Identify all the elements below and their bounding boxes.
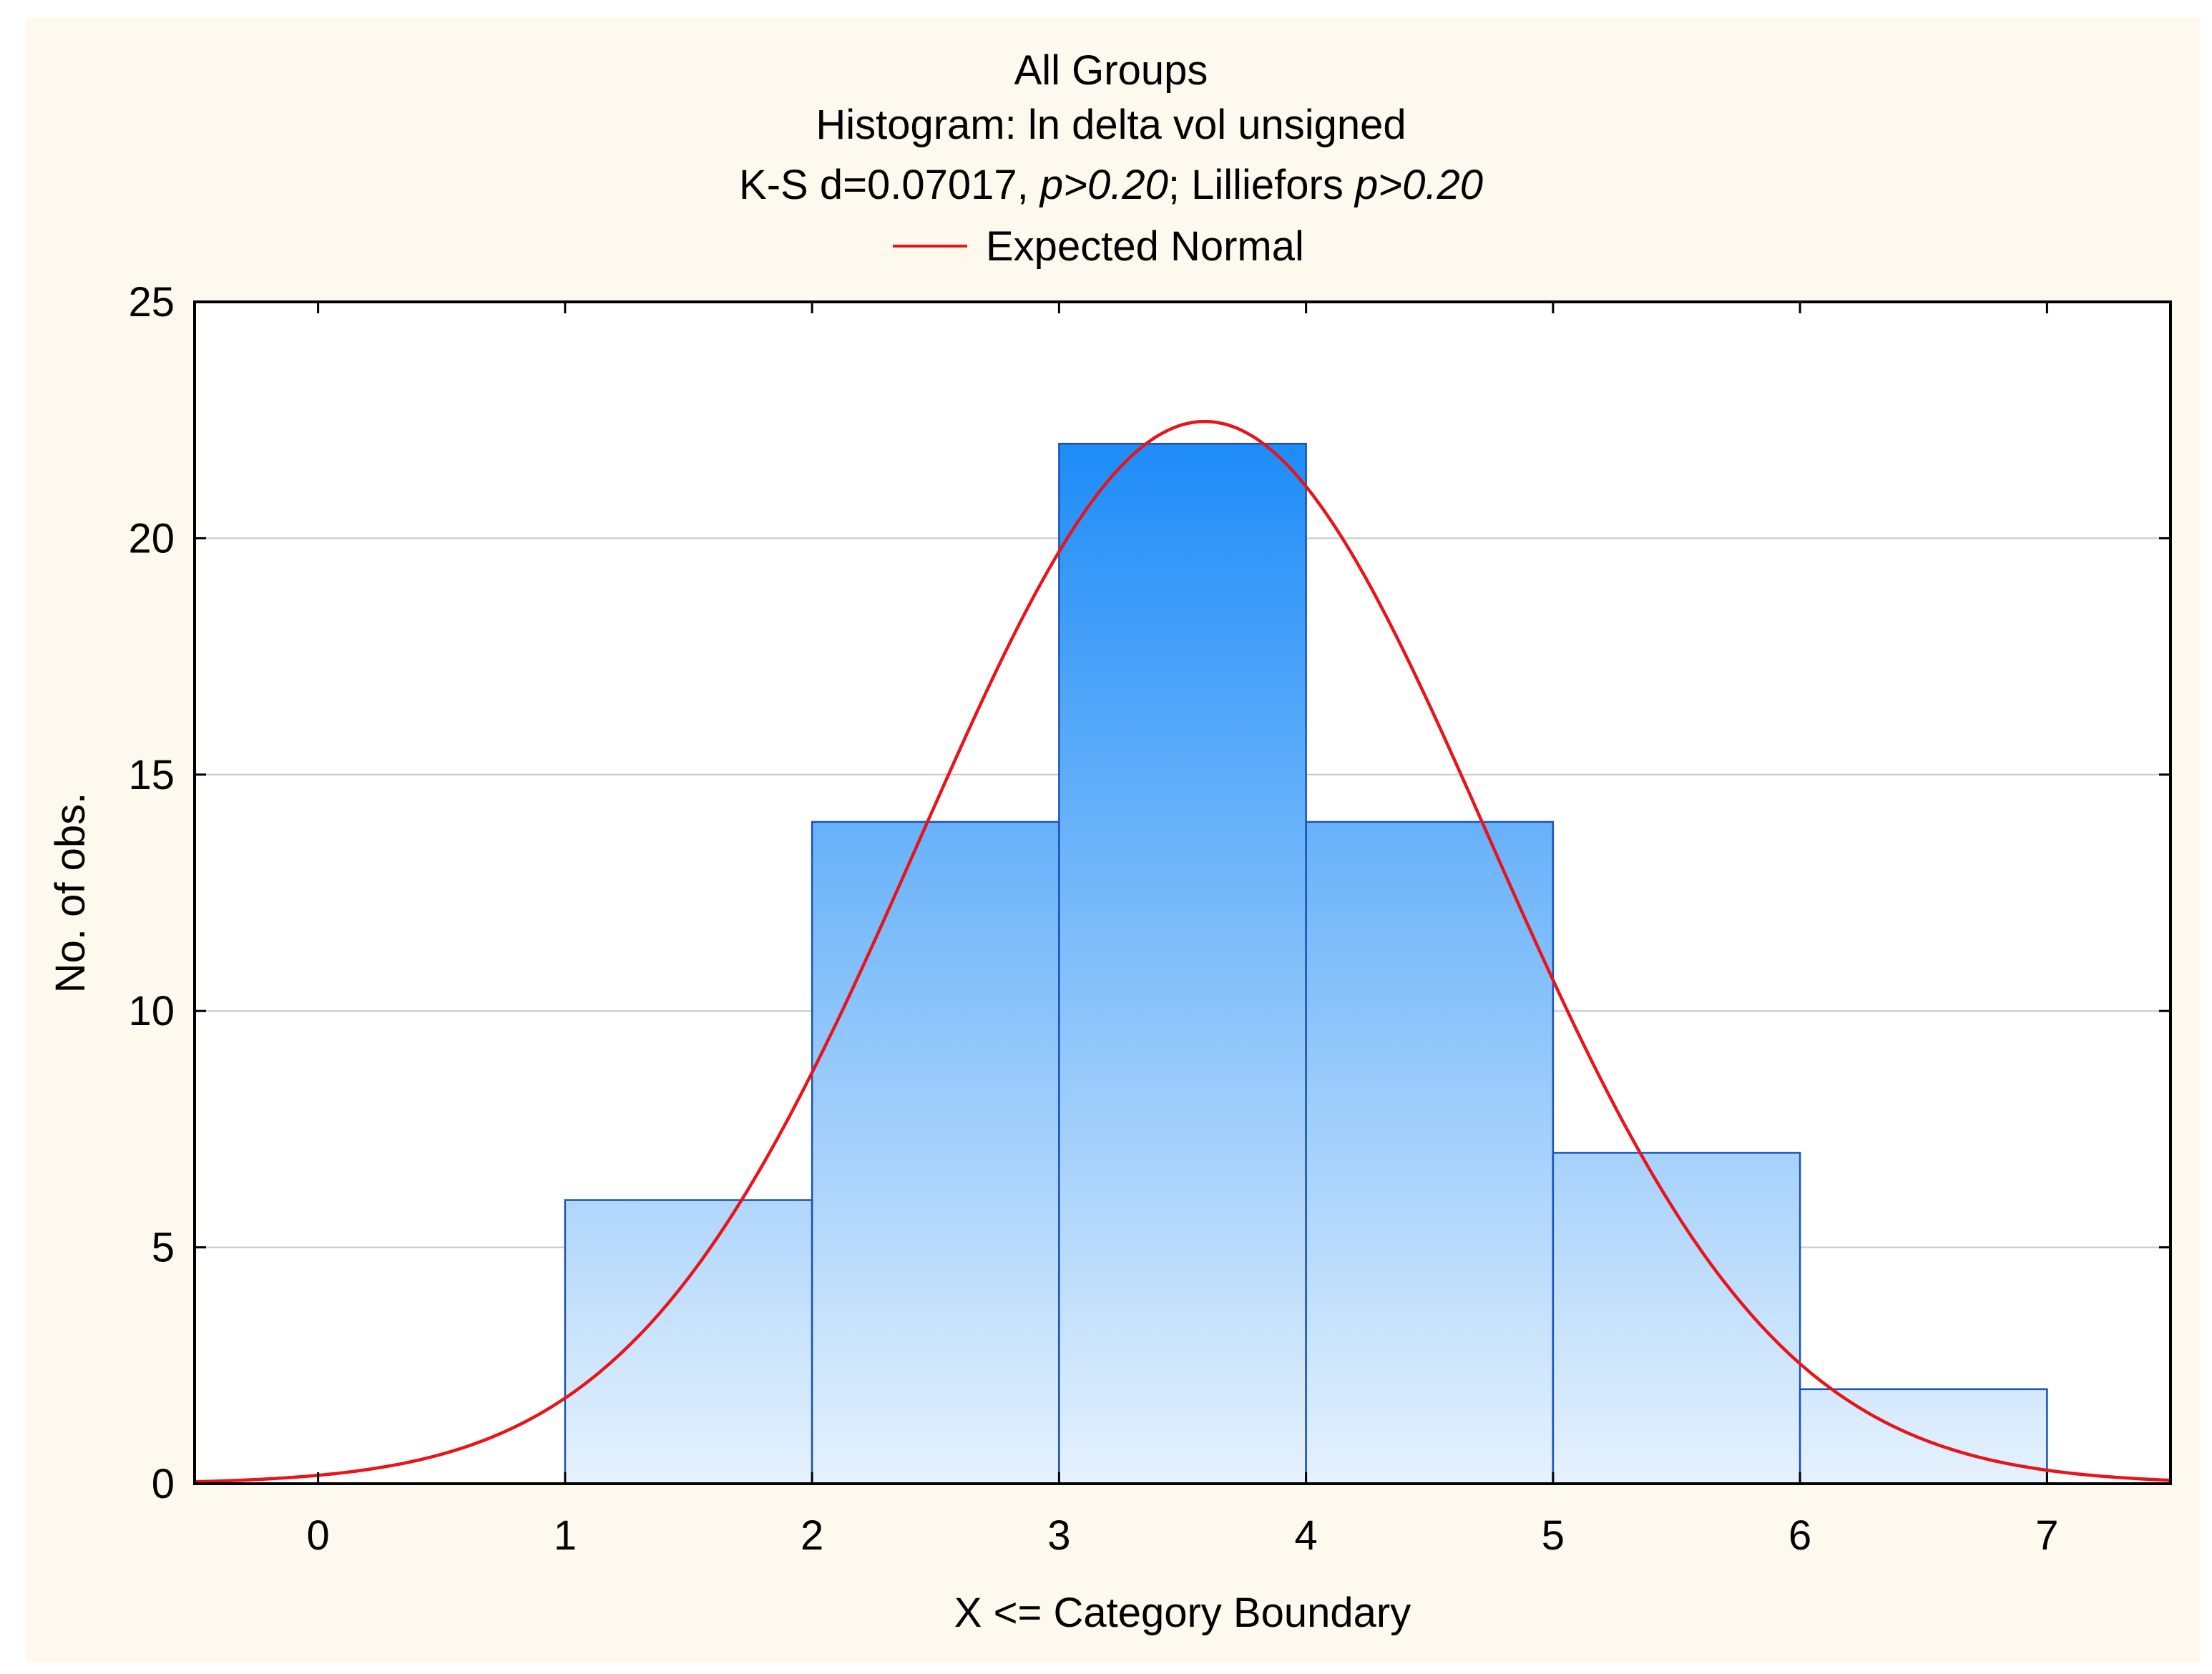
- x-tick-label: 0: [306, 1512, 329, 1559]
- x-tick-label: 3: [1047, 1512, 1070, 1559]
- chart-title: All Groups: [1014, 47, 1208, 94]
- x-axis-label: X <= Category Boundary: [954, 1590, 1411, 1636]
- legend-label: Expected Normal: [986, 223, 1304, 270]
- x-tick-label: 1: [554, 1512, 577, 1559]
- histogram-bar: [1799, 1388, 2048, 1485]
- x-tick-label: 7: [2035, 1512, 2058, 1559]
- y-tick-label: 25: [128, 279, 175, 326]
- y-tick-label: 15: [128, 752, 175, 798]
- histogram-bar: [564, 1199, 813, 1485]
- stats-prefix: K-S d=0.07017,: [739, 162, 1040, 208]
- histogram-bar: [1058, 442, 1307, 1485]
- x-tick-label: 2: [801, 1512, 823, 1559]
- chart-stats: K-S d=0.07017, p>0.20; Lilliefors p>0.20: [739, 162, 1483, 208]
- expected-normal-curve: [194, 419, 2171, 1484]
- histogram-bars: [564, 442, 2048, 1485]
- y-tick-label: 0: [152, 1461, 175, 1507]
- tick-labels: 0 1 2 3 4 5 6 7 0 5 10 15 20 25: [128, 279, 2058, 1559]
- histogram-bar: [1552, 1152, 1801, 1485]
- y-tick-label: 10: [128, 988, 175, 1034]
- axis-ticks: [195, 300, 2171, 1485]
- plot-border: [193, 300, 2172, 1485]
- chart-subtitle: Histogram: ln delta vol unsigned: [816, 102, 1406, 148]
- y-tick-label: 5: [152, 1225, 175, 1271]
- stats-p2: p>0.20: [1354, 162, 1483, 208]
- histogram-bar: [811, 821, 1060, 1485]
- x-tick-label: 5: [1542, 1512, 1565, 1559]
- stats-p1: p>0.20: [1039, 162, 1168, 208]
- y-tick-label: 20: [128, 515, 175, 562]
- stats-middle: ; Lilliefors: [1168, 162, 1355, 208]
- x-tick-label: 6: [1788, 1512, 1811, 1559]
- x-tick-label: 4: [1294, 1512, 1317, 1559]
- histogram-bar: [1305, 821, 1555, 1485]
- y-axis-label: No. of obs.: [47, 793, 94, 993]
